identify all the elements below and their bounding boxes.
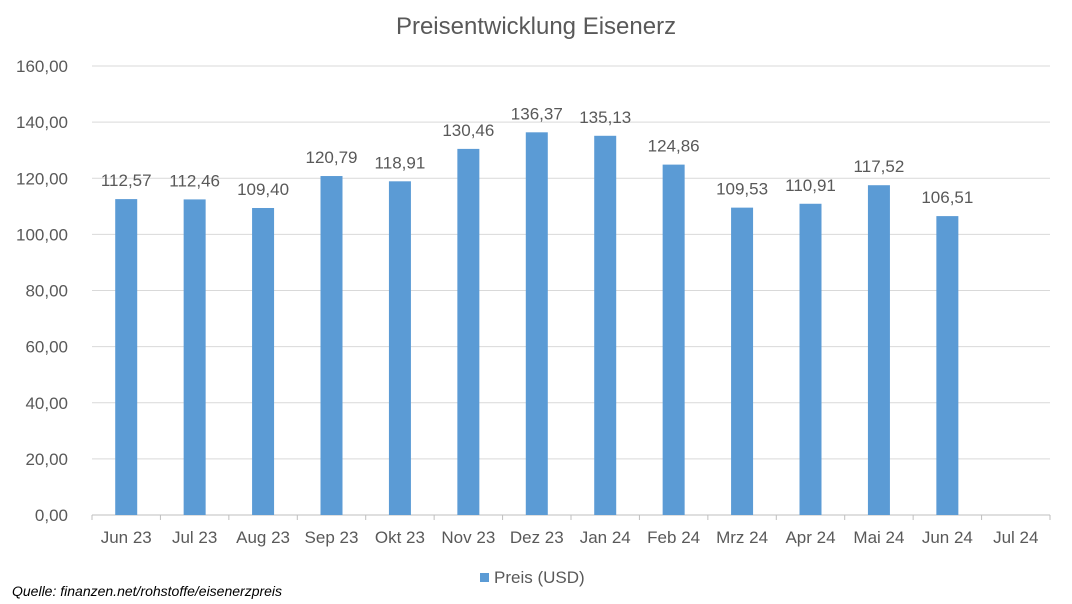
x-tick-label: Okt 23 [375, 528, 425, 547]
data-label: 106,51 [921, 188, 973, 207]
data-label: 136,37 [511, 104, 563, 123]
y-tick-label: 40,00 [25, 394, 68, 413]
bar [320, 176, 343, 515]
legend-swatch [480, 573, 489, 582]
bar [252, 207, 275, 515]
x-axis-ticks: Jun 23 Jul 23 Aug 23 Sep 23 Okt 23 Nov 23 Dez … [101, 528, 1039, 547]
data-label: 109,40 [237, 180, 289, 199]
bars [115, 132, 959, 516]
y-tick-label: 160,00 [16, 57, 68, 76]
x-tick-label: Dez 23 [510, 528, 564, 547]
chart-title: Preisentwicklung Eisenerz [396, 13, 676, 40]
bar [115, 199, 138, 515]
bar [457, 148, 480, 516]
data-label: 118,91 [375, 153, 426, 172]
data-label: 117,52 [854, 157, 905, 176]
x-tick-label: Jun 24 [922, 528, 973, 547]
x-tick-label: Mrz 24 [716, 528, 768, 547]
y-tick-label: 120,00 [16, 169, 68, 188]
bar [594, 135, 617, 515]
data-label: 124,86 [648, 137, 700, 156]
x-tick-label: Jan 24 [580, 528, 631, 547]
x-tick-label: Jun 23 [101, 528, 152, 547]
y-tick-label: 20,00 [25, 450, 68, 469]
bar [731, 207, 754, 515]
legend: Preis (USD) [480, 568, 585, 587]
x-tick-label: Nov 23 [441, 528, 495, 547]
y-tick-label: 140,00 [16, 113, 68, 132]
data-label: 120,79 [306, 148, 358, 167]
data-labels: 112,57 112,46 109,40 120,79 118,91 130,46 136,… [101, 104, 974, 207]
source-note: Quelle: finanzen.net/rohstoffe/eisenerzp… [12, 583, 283, 599]
y-tick-label: 100,00 [16, 225, 68, 244]
data-label: 112,46 [169, 171, 220, 190]
bar [936, 216, 959, 515]
data-label: 130,46 [442, 121, 494, 140]
data-label: 112,57 [101, 171, 152, 190]
x-tick-label: Feb 24 [647, 528, 700, 547]
x-tick-label: Jul 24 [993, 528, 1038, 547]
bar [525, 132, 548, 515]
bar [388, 181, 411, 515]
bar [867, 185, 890, 515]
y-tick-label: 80,00 [25, 282, 68, 301]
x-tick-label: Mai 24 [853, 528, 904, 547]
data-label: 135,13 [579, 108, 631, 127]
x-tick-label: Sep 23 [305, 528, 359, 547]
data-label: 110,91 [785, 176, 836, 195]
x-tick-label: Aug 23 [236, 528, 290, 547]
gridlines [91, 65, 1051, 520]
x-tick-label: Jul 23 [172, 528, 217, 547]
x-tick-label: Apr 24 [785, 528, 835, 547]
bar [662, 164, 685, 515]
y-tick-label: 60,00 [25, 338, 68, 357]
data-label: 109,53 [716, 180, 768, 199]
y-axis-ticks: 0,00 20,00 40,00 60,00 80,00 100,00 120,00 140,… [16, 57, 68, 525]
bar [183, 199, 206, 515]
bar [799, 203, 822, 515]
y-tick-label: 0,00 [35, 506, 68, 525]
legend-label: Preis (USD) [494, 568, 585, 587]
